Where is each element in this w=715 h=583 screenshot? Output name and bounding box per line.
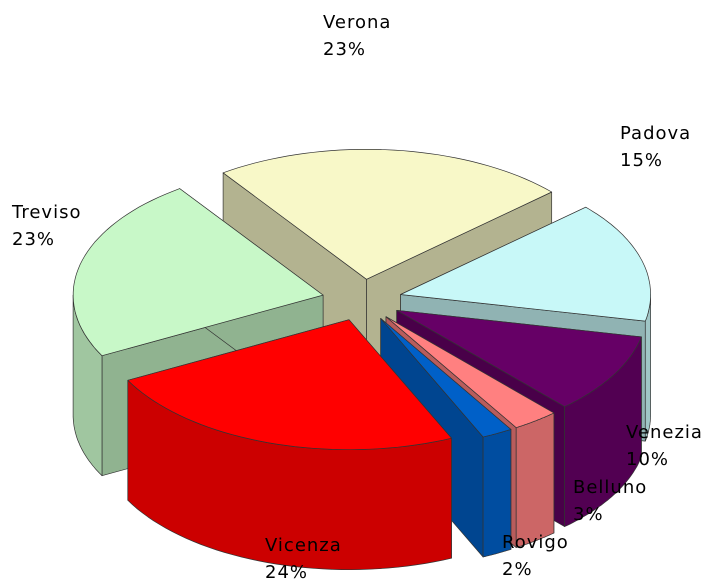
slice-top: [396, 309, 642, 407]
slice-value: 2%: [502, 559, 533, 580]
slice-value: 10%: [626, 449, 669, 470]
slice-top: [400, 206, 651, 322]
slice-side: [515, 412, 555, 548]
slice-label: Venezia: [626, 422, 703, 443]
slice-top: [127, 319, 452, 451]
slice-label: Verona: [323, 12, 391, 33]
slice-label: Belluno: [573, 477, 647, 498]
slice-value: 23%: [12, 229, 55, 250]
pie: [72, 148, 651, 571]
labels: Verona 23% Padova 15% Venezia 10% Belluno 3%Rov…: [11, 12, 703, 583]
slice-top: [380, 318, 512, 438]
slice-label: Padova: [620, 123, 691, 144]
slice-value: 3%: [573, 504, 604, 525]
slice-top: [222, 148, 553, 280]
slice-value: 23%: [323, 39, 366, 60]
slice-label: Treviso: [11, 202, 81, 223]
slice-value: 15%: [620, 150, 663, 171]
slice-top: [72, 188, 324, 357]
slice-value: 24%: [265, 562, 308, 583]
slice-label: Rovigo: [502, 532, 569, 553]
slice-label: Vicenza: [265, 535, 342, 556]
slice-top: [385, 316, 555, 428]
